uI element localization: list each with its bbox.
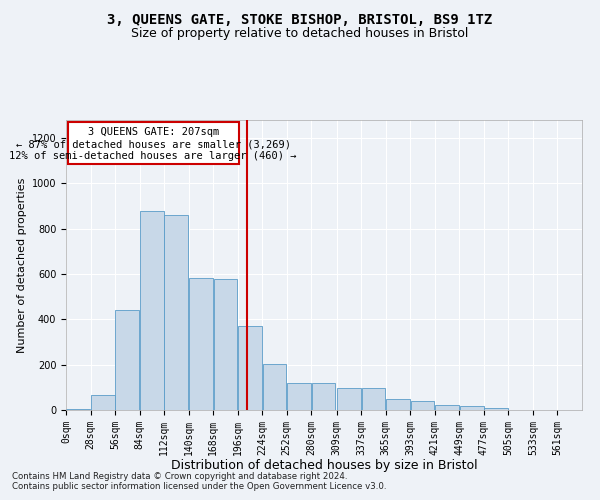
- Text: 3 QUEENS GATE: 207sqm: 3 QUEENS GATE: 207sqm: [88, 128, 219, 138]
- Text: 3, QUEENS GATE, STOKE BISHOP, BRISTOL, BS9 1TZ: 3, QUEENS GATE, STOKE BISHOP, BRISTOL, B…: [107, 12, 493, 26]
- Y-axis label: Number of detached properties: Number of detached properties: [17, 178, 28, 352]
- Bar: [238, 326, 262, 410]
- Bar: [115, 310, 139, 410]
- Bar: [164, 214, 188, 410]
- Text: Size of property relative to detached houses in Bristol: Size of property relative to detached ho…: [131, 28, 469, 40]
- Text: Contains public sector information licensed under the Open Government Licence v3: Contains public sector information licen…: [12, 482, 386, 491]
- Bar: [311, 384, 335, 410]
- X-axis label: Distribution of detached houses by size in Bristol: Distribution of detached houses by size …: [170, 459, 478, 472]
- Bar: [435, 406, 459, 410]
- FancyBboxPatch shape: [68, 122, 239, 164]
- Bar: [140, 211, 164, 410]
- Bar: [263, 364, 286, 410]
- Bar: [410, 402, 434, 410]
- Bar: [67, 409, 90, 410]
- Bar: [460, 406, 484, 410]
- Bar: [484, 408, 508, 410]
- Bar: [337, 388, 361, 410]
- Bar: [91, 394, 115, 410]
- Bar: [386, 398, 410, 410]
- Bar: [362, 388, 385, 410]
- Bar: [214, 278, 238, 410]
- Bar: [189, 278, 213, 410]
- Text: 12% of semi-detached houses are larger (460) →: 12% of semi-detached houses are larger (…: [10, 152, 297, 162]
- Bar: [287, 384, 311, 410]
- Text: Contains HM Land Registry data © Crown copyright and database right 2024.: Contains HM Land Registry data © Crown c…: [12, 472, 347, 481]
- Text: ← 87% of detached houses are smaller (3,269): ← 87% of detached houses are smaller (3,…: [16, 140, 290, 149]
